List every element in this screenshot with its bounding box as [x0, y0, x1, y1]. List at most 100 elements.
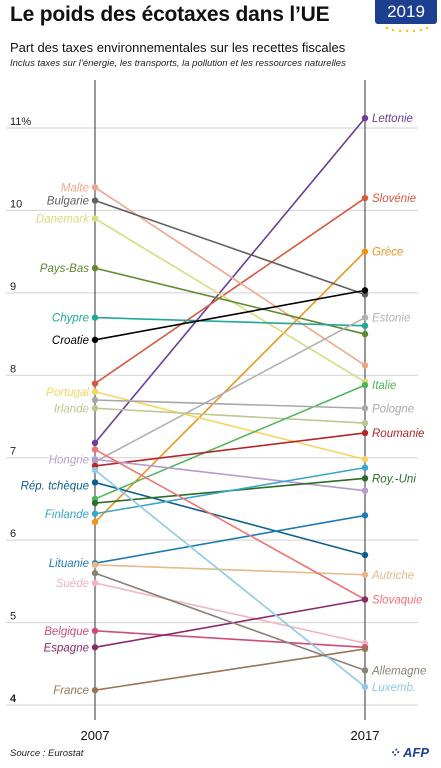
point-2007-slov-nie	[91, 380, 99, 387]
x-tick-label: 2007	[81, 728, 110, 743]
point-2017-roy-uni	[361, 475, 369, 482]
eu-stars-icon	[385, 26, 429, 33]
series-line-allemagne	[94, 572, 366, 672]
point-2017-hongrie	[361, 487, 369, 494]
point-2017-irlande	[361, 419, 369, 427]
y-tick-label: 10	[10, 198, 22, 210]
point-2007-france	[91, 686, 99, 694]
point-2007-danemark	[91, 215, 99, 222]
series-label-lituanie: Lituanie	[49, 558, 89, 570]
series-label-danemark: Danemark	[36, 214, 90, 226]
series-line-pologne	[94, 399, 366, 410]
afp-dots-icon: ⁘	[388, 745, 400, 760]
series-line-roumanie	[94, 432, 366, 467]
x-tick-label: 2017	[351, 728, 380, 743]
point-2007-croatie	[91, 336, 99, 344]
chart-subtitle: Part des taxes environnementales sur les…	[10, 40, 346, 55]
series-label-italie: Italie	[372, 380, 396, 392]
series-label-su-de: Suède	[56, 578, 89, 590]
series-label-r-p-tch-que: Rép. tchèque	[21, 481, 89, 493]
y-tick-label: 8	[10, 363, 16, 375]
point-2007-allemagne	[91, 569, 99, 577]
series-label-finlande: Finlande	[45, 509, 89, 521]
afp-logo: ⁘ AFP	[389, 745, 429, 761]
point-2007-malte	[91, 184, 99, 191]
point-2007-chypre	[91, 314, 99, 321]
point-2017-r-p-tch-que	[361, 551, 369, 559]
point-2017-france	[361, 645, 369, 653]
series-line-estonie	[94, 316, 366, 463]
series-label-roumanie: Roumanie	[372, 428, 424, 440]
series-label-malte: Malte	[61, 182, 89, 194]
series-label-croatie: Croatie	[52, 335, 89, 347]
point-2017-gr-ce	[361, 248, 369, 255]
point-2017-roumanie	[361, 429, 369, 437]
point-2017-pays-bas	[361, 330, 369, 338]
point-2017-espagne	[361, 596, 369, 603]
point-2007-slovaquie	[91, 446, 99, 453]
series-line-pays-bas	[94, 267, 366, 335]
series-label-chypre: Chypre	[52, 313, 89, 325]
series-line-danemark	[94, 217, 366, 383]
series-label-bulgarie: Bulgarie	[47, 196, 89, 208]
y-tick-label: 5	[10, 611, 16, 623]
series-label-espagne: Espagne	[44, 642, 89, 654]
series-line-su-de	[94, 582, 366, 644]
y-tick-label: 7	[10, 446, 16, 458]
series-label-france: France	[53, 685, 89, 697]
point-2017-malte	[361, 362, 369, 369]
series-label-hongrie: Hongrie	[49, 454, 89, 466]
point-2017-lituanie	[361, 512, 369, 519]
point-2007-bulgarie	[91, 197, 99, 204]
series-label-gr-ce: Grèce	[372, 247, 403, 259]
point-2017-lettonie	[361, 114, 369, 122]
series-label-autriche: Autriche	[371, 570, 414, 582]
series-label-slov-nie: Slovénie	[372, 193, 416, 205]
source-note: Source : Eurostat	[10, 748, 84, 759]
point-2007-r-p-tch-que	[91, 479, 99, 486]
y-tick-label: 4	[10, 693, 17, 705]
series-line-croatie	[94, 289, 366, 341]
series-line-lettonie	[94, 117, 366, 444]
point-2007-pologne	[91, 396, 99, 404]
series-label-pologne: Pologne	[372, 403, 414, 415]
point-2017-estonie	[361, 314, 369, 321]
point-2017-chypre	[361, 322, 369, 330]
point-2007-pays-bas	[91, 264, 99, 272]
point-2007-finlande	[91, 510, 99, 517]
point-2007-luxemb-	[91, 466, 99, 474]
series-line-r-p-tch-que	[94, 481, 366, 556]
series-label-lettonie: Lettonie	[372, 113, 413, 125]
series-line-bulgarie	[94, 199, 366, 296]
series-label-irlande: Irlande	[54, 403, 89, 415]
point-2017-finlande	[361, 464, 369, 471]
point-2007-gr-ce	[91, 518, 99, 526]
point-2007-hongrie	[91, 456, 99, 463]
series-line-portugal	[94, 390, 366, 461]
point-2017-allemagne	[361, 667, 369, 674]
point-2007-autriche	[91, 561, 99, 569]
series-line-belgique	[94, 630, 366, 649]
series-line-lituanie	[94, 514, 366, 565]
series-line-slov-nie	[94, 197, 366, 385]
series-line-gr-ce	[94, 251, 366, 523]
series-label-portugal: Portugal	[46, 387, 89, 399]
series-label-allemagne: Allemagne	[371, 665, 426, 677]
point-2007-belgique	[91, 627, 99, 635]
point-2007-espagne	[91, 644, 99, 651]
series-line-irlande	[94, 407, 366, 424]
series-line-luxemb-	[94, 469, 366, 688]
series-line-autriche	[94, 564, 366, 576]
series-label-luxemb-: Luxemb.	[372, 682, 416, 694]
chart-note: Inclus taxes sur l’énergie, les transpor…	[10, 58, 346, 69]
series-label-roy-uni: Roy.-Uni	[372, 473, 416, 485]
point-2007-portugal	[91, 388, 99, 395]
chart-title: Le poids des écotaxes dans l’UE	[10, 3, 330, 26]
point-2017-italie	[361, 381, 369, 389]
series-line-espagne	[94, 598, 366, 649]
series-label-belgique: Belgique	[44, 626, 89, 638]
point-2017-autriche	[361, 571, 369, 578]
y-tick-label: 6	[10, 528, 16, 540]
point-2007-roy-uni	[91, 499, 99, 507]
